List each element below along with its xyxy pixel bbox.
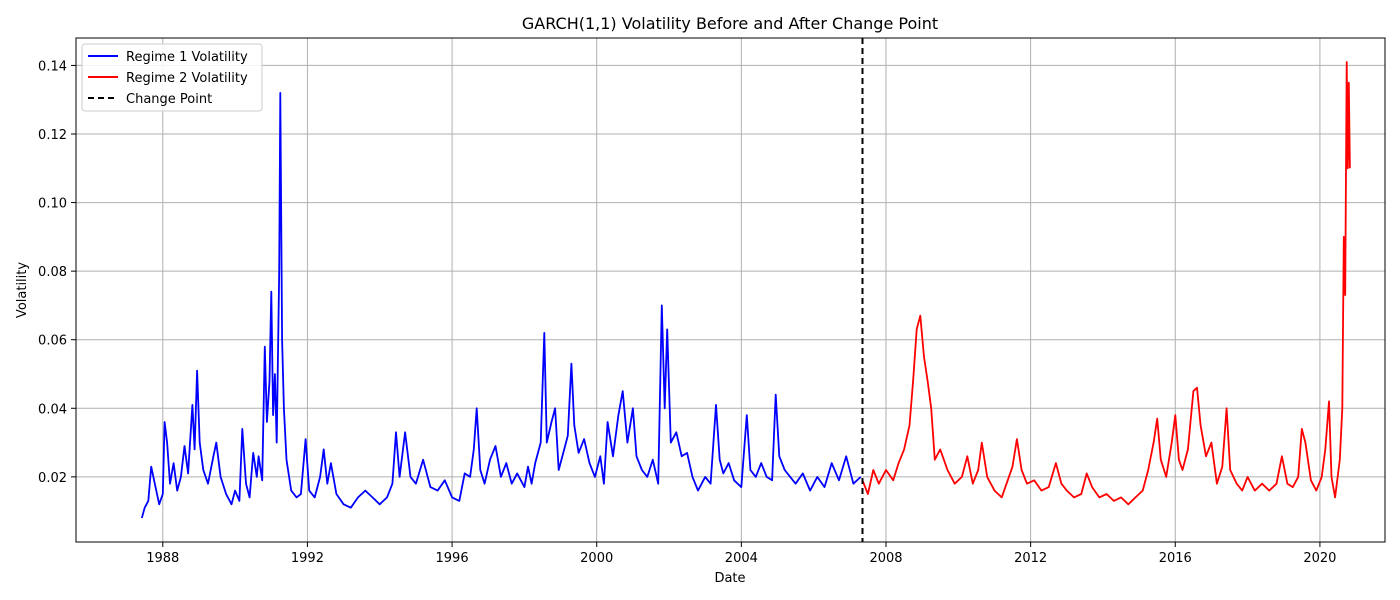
- y-tick-label: 0.14: [38, 59, 67, 74]
- y-tick-label: 0.08: [38, 265, 67, 280]
- y-axis-label: Volatility: [15, 262, 30, 318]
- axis-ticks: 1988 1992 1996 2000 2004 2008 2012 2016 2020 0.02…: [38, 59, 1336, 566]
- y-tick-label: 0.10: [38, 197, 67, 212]
- x-tick-label: 2004: [725, 551, 758, 566]
- x-tick-label: 2012: [1014, 551, 1047, 566]
- plot-frame: [75, 37, 1386, 543]
- legend: Regime 1 Volatility Regime 2 Volatility …: [81, 43, 263, 112]
- series-line-regime-2: [861, 61, 1351, 506]
- legend-label-change-point: Change Point: [126, 92, 212, 107]
- y-tick-label: 0.04: [38, 402, 67, 417]
- x-tick-label: 2000: [580, 551, 613, 566]
- series-line-regime-1: [140, 92, 862, 519]
- y-tick-label: 0.06: [38, 334, 67, 349]
- x-tick-label: 1992: [291, 551, 324, 566]
- x-tick-label: 1996: [436, 551, 469, 566]
- y-tick-label: 0.12: [38, 128, 67, 143]
- x-tick-label: 1988: [146, 551, 179, 566]
- x-tick-label: 2016: [1159, 551, 1192, 566]
- legend-label-regime-2: Regime 2 Volatility: [126, 71, 248, 86]
- x-tick-label: 2020: [1303, 551, 1336, 566]
- y-tick-label: 0.02: [38, 471, 67, 486]
- legend-box: [81, 43, 263, 112]
- chart-title: GARCH(1,1) Volatility Before and After C…: [522, 14, 938, 33]
- x-axis-label: Date: [714, 571, 745, 586]
- series-lines: [140, 61, 1351, 519]
- x-tick-label: 2008: [869, 551, 902, 566]
- legend-label-regime-1: Regime 1 Volatility: [126, 50, 248, 65]
